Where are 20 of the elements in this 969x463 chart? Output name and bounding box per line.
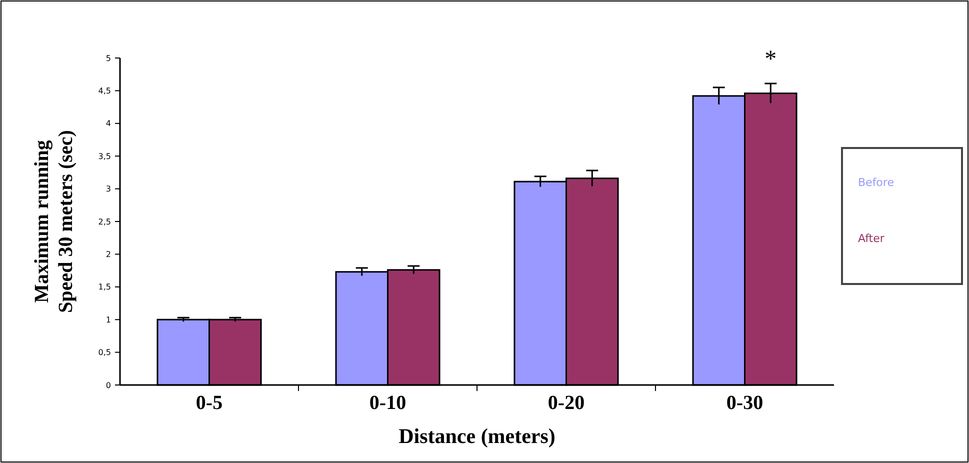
y-tick-label: 1,5 (98, 282, 111, 292)
y-axis-title: Maximum running Speed 30 meters (sec) (31, 130, 77, 313)
x-tick-label: 0-10 (369, 392, 406, 414)
text: Before (858, 176, 894, 189)
y-tick-label: 3,5 (98, 152, 111, 161)
y-tick-label: 2 (106, 250, 111, 259)
x-axis-title: Distance (meters) (398, 424, 556, 448)
x-tick-label: 0-30 (726, 392, 764, 414)
x-tick-label: 0-5 (196, 392, 223, 414)
y-tick-label: 3 (106, 184, 111, 194)
x-tick-label: 0-20 (548, 392, 585, 414)
y-tick-label: 0 (106, 380, 111, 390)
y-tick-label: 1 (106, 315, 111, 324)
y-tick-label: 4,5 (98, 86, 111, 96)
y-tick-label: 4 (106, 119, 111, 128)
annotation: * (764, 46, 777, 72)
y-tick-label: 2,5 (98, 217, 111, 226)
y-tick-label: 0,5 (98, 348, 111, 358)
y-tick-label: 5 (106, 54, 111, 63)
text: After (858, 232, 885, 245)
